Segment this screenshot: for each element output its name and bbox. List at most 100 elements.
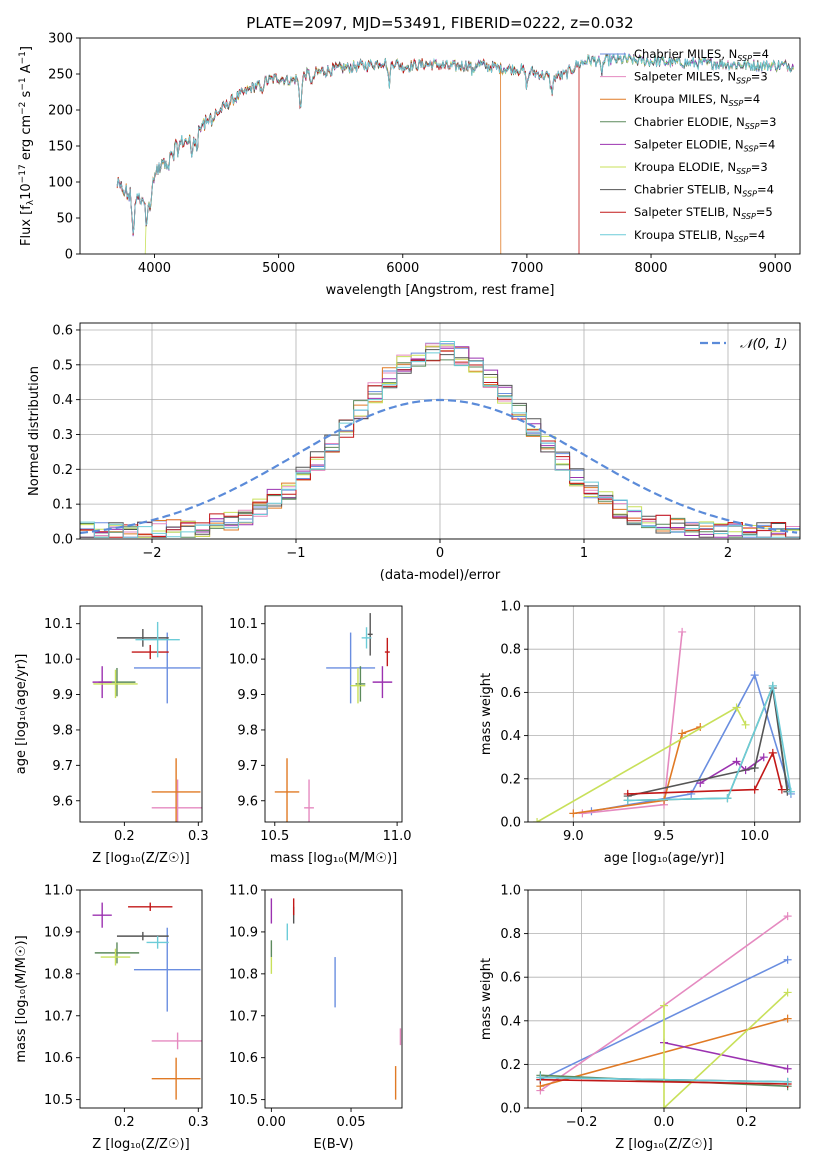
- histogram-xlabel: (data-model)/error: [380, 568, 501, 583]
- massweight-line: [663, 991, 789, 1108]
- massweight-vs-age-ytick-label: 0.2: [500, 772, 521, 787]
- residual-histogram-ytick-label: 0.4: [52, 393, 73, 408]
- massweight-vs-Z-ytick-label: 0.4: [500, 1014, 521, 1029]
- spectrum-ytick-label: 300: [48, 32, 73, 47]
- figure-title: PLATE=2097, MJD=53491, FIBERID=0222, z=0…: [246, 14, 633, 32]
- massweight-vs-Z-ytick-label: 0.2: [500, 1058, 521, 1073]
- spectrum-ytick-label: 0: [65, 248, 73, 263]
- age-vs-Z-xtick-label: 0.3: [188, 829, 209, 844]
- massweight-vs-Z-ylabel: mass weight: [479, 958, 494, 1040]
- massweight-marker: [786, 787, 795, 796]
- legend-entry: Salpeter ELODIE, NSSP=4: [634, 137, 775, 153]
- massweight-marker: [783, 955, 792, 964]
- plots-layer: 4000 5000 6000 7000 8000 9000 0 50 100 150 200 250 3…: [14, 32, 801, 1152]
- mass-vs-EBV-xtick-label: 0.00: [257, 1115, 286, 1130]
- massweight-vs-age-xtick-label: 9.0: [563, 829, 584, 844]
- mass-vs-Z-ytick-label: 10.8: [44, 967, 73, 982]
- mass-vs-EBV-ytick-label: 11.0: [229, 884, 258, 899]
- massweight-line: [540, 1076, 788, 1083]
- massweight-vs-Z-ytick-label: 0.6: [500, 971, 521, 986]
- massweight-marker: [732, 757, 741, 766]
- massweight-line: [591, 673, 792, 812]
- massweight-marker: [578, 809, 587, 818]
- massweight-marker: [750, 764, 759, 772]
- residual-histogram-plot-area: [80, 323, 800, 539]
- massweight-marker: [759, 753, 768, 762]
- spectrum-xtick-label: 9000: [759, 261, 792, 276]
- spectrum-ytick-label: 250: [48, 68, 73, 83]
- residual-histogram-xtick-label: 2: [724, 546, 732, 561]
- spectrum-ytick-label: 150: [48, 140, 73, 155]
- residual-histogram-ytick-label: 0.0: [52, 533, 73, 548]
- residual-histogram-ytick-label: 0.2: [52, 463, 73, 478]
- age-vs-mass-ytick-label: 9.6: [237, 794, 258, 809]
- massweight-vs-Z-plot-area: [528, 890, 800, 1108]
- age-vs-mass-xlabel: mass [log₁₀(M/M☉)]: [270, 851, 397, 866]
- massweight-vs-Z-axes: −0.2 0.0 0.2 0.0 0.2 0.4 0.6 0.8 1.0 Z [log₁₀(Z/Z…: [479, 884, 801, 1152]
- legend-entry: Salpeter MILES, NSSP=3: [634, 70, 768, 86]
- massweight-vs-age-ylabel: mass weight: [479, 673, 494, 755]
- mass-vs-EBV-ytick-label: 10.7: [229, 1009, 258, 1024]
- age-vs-mass-ytick-label: 9.8: [237, 723, 258, 738]
- mass-vs-Z-frame: [79, 889, 203, 1109]
- spectrum-xtick-label: 8000: [634, 261, 667, 276]
- massweight-marker: [783, 1064, 792, 1073]
- age-vs-Z-plot-area: [92, 621, 202, 822]
- massweight-line: [573, 726, 701, 815]
- massweight-line: [627, 682, 792, 802]
- massweight-vs-Z-xtick-label: −0.2: [566, 1115, 598, 1130]
- mass-vs-Z-xlabel: Z [log₁₀(Z/Z☉)]: [92, 1137, 189, 1152]
- massweight-marker: [723, 794, 732, 803]
- age-vs-Z-ytick-label: 9.6: [52, 794, 73, 809]
- mass-vs-EBV-ytick-label: 10.6: [229, 1051, 258, 1066]
- massweight-marker: [783, 1014, 792, 1023]
- massweight-marker: [678, 627, 687, 636]
- age-vs-mass-xtick-label: 11.0: [383, 829, 412, 844]
- massweight-vs-Z-ytick-label: 0.8: [500, 927, 521, 942]
- spectrum-xtick-label: 7000: [510, 261, 543, 276]
- mass-vs-EBV-frame: [264, 889, 403, 1109]
- mass-vs-EBV-ytick-label: 10.5: [229, 1093, 258, 1108]
- massweight-marker: [750, 785, 759, 794]
- spectrum-xtick-label: 4000: [138, 261, 171, 276]
- spectrum-xtick-label: 6000: [386, 261, 419, 276]
- age-vs-Z-ytick-label: 9.9: [52, 688, 73, 703]
- mass-vs-EBV-plot-area: [270, 898, 402, 1100]
- massweight-marker: [732, 703, 741, 712]
- spectrum-ytick-label: 100: [48, 176, 73, 191]
- spectrum-xtick-label: 5000: [262, 261, 295, 276]
- legend-entry: Kroupa ELODIE, NSSP=3: [634, 160, 768, 176]
- massweight-marker: [623, 796, 632, 805]
- massweight-vs-age-ytick-label: 0.4: [500, 729, 521, 744]
- massweight-vs-age-ytick-label: 0.8: [500, 643, 521, 658]
- residual-histogram-ytick-label: 0.6: [52, 323, 73, 338]
- mass-vs-Z-xtick-label: 0.2: [114, 1115, 135, 1130]
- mass-vs-Z-ytick-label: 10.7: [44, 1009, 73, 1024]
- massweight-vs-Z-xlabel: Z [log₁₀(Z/Z☉)]: [615, 1137, 712, 1152]
- age-vs-Z-xtick-label: 0.2: [114, 829, 135, 844]
- massweight-marker: [768, 748, 777, 757]
- spectrum-axes: 4000 5000 6000 7000 8000 9000 0 50 100 150 200 250 3…: [18, 32, 801, 298]
- massweight-marker: [533, 818, 542, 822]
- massweight-marker: [768, 681, 777, 690]
- age-vs-Z-xlabel: Z [log₁₀(Z/Z☉)]: [92, 851, 189, 866]
- massweight-vs-Z-xtick-label: 0.0: [654, 1115, 675, 1130]
- massweight-marker: [783, 1077, 792, 1086]
- massweight-marker: [783, 912, 792, 921]
- age-vs-mass-ytick-label: 9.9: [237, 688, 258, 703]
- massweight-line: [663, 1041, 788, 1070]
- age-vs-Z-frame: [79, 605, 203, 823]
- spectrum-line-kroupa-stelib: [116, 53, 794, 234]
- mass-vs-Z-ytick-label: 10.5: [44, 1093, 73, 1108]
- massweight-marker: [569, 809, 578, 818]
- massweight-vs-age-axes: 9.0 9.5 10.0 0.0 0.2 0.4 0.6 0.8 1.0 age [log₁₀(a…: [479, 600, 801, 866]
- age-vs-mass-plot-area: [274, 613, 393, 822]
- massweight-vs-age-plot-area: [528, 606, 800, 822]
- age-vs-Z-ylabel: age [log₁₀(age/yr)]: [14, 654, 29, 775]
- massweight-marker: [678, 729, 687, 738]
- residual-histogram-xtick-label: −1: [286, 546, 305, 561]
- spectrum-legend: Chabrier MILES, NSSP=4 Salpeter MILES, NS…: [600, 47, 776, 244]
- massweight-marker: [660, 1001, 668, 1010]
- mass-vs-Z-ytick-label: 11.0: [44, 884, 73, 899]
